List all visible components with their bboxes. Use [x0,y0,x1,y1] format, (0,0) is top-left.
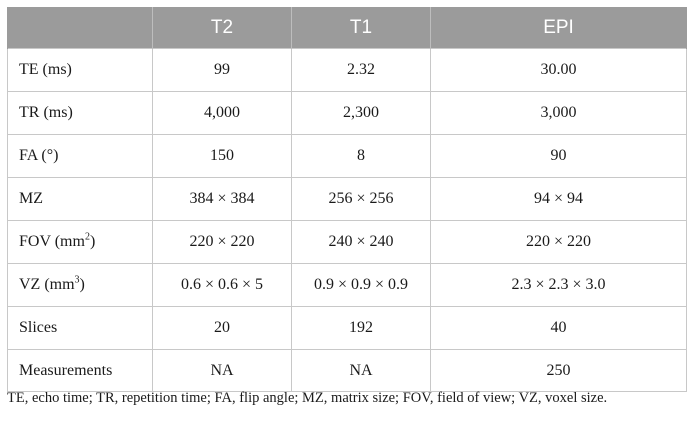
table-body: TE (ms) 99 2.32 30.00 TR (ms) 4,000 2,30… [7,48,687,392]
cell-value: 240 × 240 [291,220,431,264]
cell-value: 40 [430,306,687,350]
row-label-fa: FA (°) [7,134,153,178]
header-cell-t1: T1 [291,7,431,49]
cell-value: 94 × 94 [430,177,687,221]
header-cell-empty [7,7,153,49]
cell-value: 150 [152,134,292,178]
row-label-tr: TR (ms) [7,91,153,135]
cell-value: 20 [152,306,292,350]
row-label-mz: MZ [7,177,153,221]
cell-value: 256 × 256 [291,177,431,221]
cell-value: 99 [152,48,292,92]
cell-value: NA [152,349,292,392]
parameters-table-container: T2 T1 EPI TE (ms) 99 2.32 30.00 TR (ms) … [7,7,687,392]
row-label-measurements: Measurements [7,349,153,392]
header-row: T2 T1 EPI [7,7,687,49]
table-row: Slices 20 192 40 [7,306,687,350]
header-cell-t2: T2 [152,7,292,49]
cell-value: 192 [291,306,431,350]
table-row: TR (ms) 4,000 2,300 3,000 [7,91,687,135]
cell-value: 0.6 × 0.6 × 5 [152,263,292,307]
table-row: TE (ms) 99 2.32 30.00 [7,48,687,92]
header-cell-epi: EPI [430,7,687,49]
cell-value: 2,300 [291,91,431,135]
cell-value: 384 × 384 [152,177,292,221]
cell-value: 4,000 [152,91,292,135]
row-label-vz: VZ (mm3) [7,263,153,307]
table-row: FOV (mm2) 220 × 220 240 × 240 220 × 220 [7,220,687,264]
table-row: MZ 384 × 384 256 × 256 94 × 94 [7,177,687,221]
row-label-te: TE (ms) [7,48,153,92]
cell-value: 90 [430,134,687,178]
cell-value: 3,000 [430,91,687,135]
cell-value: 8 [291,134,431,178]
cell-value: 0.9 × 0.9 × 0.9 [291,263,431,307]
cell-value: 220 × 220 [152,220,292,264]
table-row: Measurements NA NA 250 [7,349,687,392]
table-row: VZ (mm3) 0.6 × 0.6 × 5 0.9 × 0.9 × 0.9 2… [7,263,687,307]
cell-value: 2.3 × 2.3 × 3.0 [430,263,687,307]
table-footnote: TE, echo time; TR, repetition time; FA, … [7,390,608,406]
cell-value: 250 [430,349,687,392]
cell-value: 30.00 [430,48,687,92]
cell-value: 220 × 220 [430,220,687,264]
row-label-slices: Slices [7,306,153,350]
table-header: T2 T1 EPI [7,7,687,49]
cell-value: 2.32 [291,48,431,92]
row-label-fov: FOV (mm2) [7,220,153,264]
mri-parameters-table: T2 T1 EPI TE (ms) 99 2.32 30.00 TR (ms) … [7,7,687,392]
cell-value: NA [291,349,431,392]
table-row: FA (°) 150 8 90 [7,134,687,178]
